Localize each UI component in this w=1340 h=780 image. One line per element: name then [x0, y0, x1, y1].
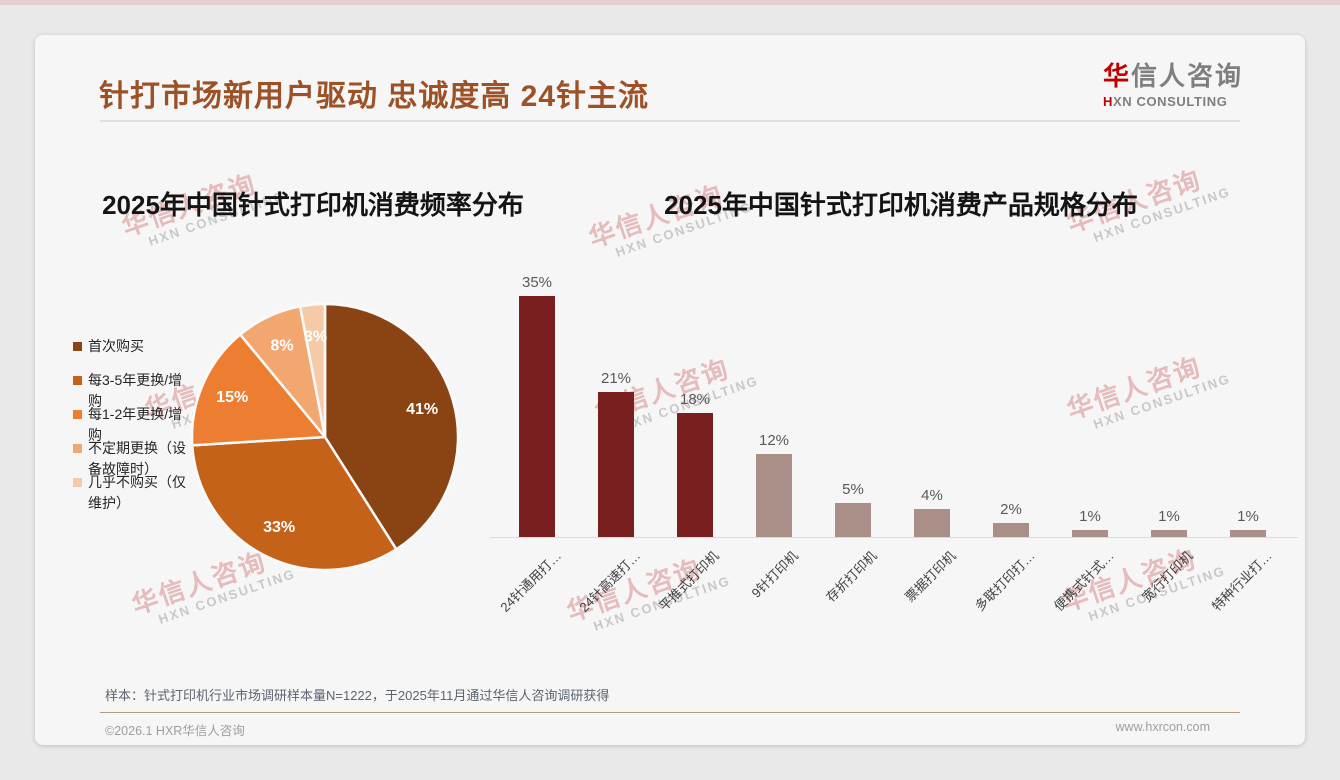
- bar: [519, 295, 555, 537]
- bar: [835, 502, 871, 537]
- pie-slice-label: 33%: [263, 519, 295, 536]
- pie-slice: [298, 302, 327, 439]
- bar-x-label: 便携式针式…: [1050, 548, 1117, 614]
- legend-label: 几乎不购买（仅维护）: [88, 474, 186, 511]
- legend-item: 每1-2年更换/增购: [73, 404, 193, 446]
- logo-cn-accent: 华: [1103, 61, 1132, 91]
- legend-bullet: [73, 342, 82, 351]
- bar-chart-plot: 35% 21% 18% 12% 5% 4% 2% 1% 1% 1%: [490, 265, 1300, 537]
- legend-item: 几乎不购买（仅维护）: [73, 472, 193, 514]
- slide-title: 针打市场新用户驱动 忠诚度高 24针主流: [99, 80, 650, 113]
- bar-value-label: 18%: [679, 390, 711, 408]
- pie-slice: [191, 435, 398, 572]
- bar-value-label: 1%: [1158, 508, 1180, 526]
- bar-value-label: 12%: [758, 432, 790, 450]
- bar-x-label: 宽行打印机: [1139, 548, 1196, 605]
- bar: [1230, 530, 1266, 537]
- bar-value-label: 2%: [1000, 501, 1022, 519]
- pie-chart-title: 2025年中国针式打印机消费频率分布: [102, 190, 524, 220]
- legend-item: 不定期更换（设备故障时）: [73, 438, 193, 480]
- bar-value-label: 4%: [921, 487, 943, 505]
- bar-x-label: 特种行业打…: [1208, 548, 1275, 614]
- bar-chart-x-labels: 24针通用打… 24针高速打… 平推式打印机 9针打印机 存折打印机 票据打印机 多联打印打…: [490, 546, 1300, 651]
- title-divider: [100, 120, 1240, 122]
- bar: [993, 523, 1029, 537]
- pie-legend: 首次购买每3-5年更换/增购 每1-2年更换/增购 不定期更换（设备故障时） 几乎不购…: [73, 331, 213, 561]
- bar-value-label: 35%: [521, 273, 553, 291]
- legend-bullet: [73, 444, 82, 453]
- bar-value-label: 1%: [1237, 508, 1259, 526]
- pie-slice: [190, 333, 327, 447]
- bar-chart-title: 2025年中国针式打印机消费产品规格分布: [664, 190, 1138, 220]
- bar-x-label: 票据打印机: [902, 548, 959, 605]
- footer-copyright: ©2026.1 HXR华信人咨询: [105, 724, 245, 738]
- logo-cn-text: 华信人咨询: [1103, 56, 1243, 93]
- legend-label: 首次购买: [88, 338, 144, 354]
- legend-item: 首次购买: [73, 336, 193, 357]
- logo-cn-rest: 信人咨询: [1131, 61, 1244, 91]
- sample-footnote: 样本：针式打印机行业市场调研样本量N=1222，于2025年11月通过华信人咨询…: [105, 688, 610, 703]
- bar-value-label: 1%: [1079, 508, 1101, 526]
- legend-bullet: [73, 410, 82, 419]
- legend-bullet: [73, 478, 82, 487]
- bar: [677, 412, 713, 537]
- bar-x-label: 平推式打印机: [655, 548, 722, 614]
- bar-chart-x-axis: [490, 537, 1298, 538]
- bar: [598, 392, 634, 537]
- legend-label: 每3-5年更换/增购: [88, 372, 183, 409]
- bar-x-label: 多联打印打…: [971, 548, 1038, 614]
- logo-en-accent: H: [1103, 94, 1113, 109]
- footer-website: www.hxrcon.com: [1115, 720, 1210, 734]
- logo-en-text: HXN CONSULTING: [1103, 94, 1243, 109]
- legend-label: 每1-2年更换/增购: [88, 406, 183, 443]
- bar-x-label: 存折打印机: [823, 548, 880, 605]
- bar: [1072, 530, 1108, 537]
- bar-value-label: 5%: [842, 480, 864, 498]
- pie-slice-label: 8%: [270, 338, 293, 355]
- bar-x-label: 24针高速打…: [575, 548, 643, 615]
- bar: [1151, 530, 1187, 537]
- legend-item: 每3-5年更换/增购: [73, 370, 193, 412]
- company-logo: 华信人咨询 HXN CONSULTING: [1103, 56, 1243, 109]
- footer-divider: [100, 712, 1240, 713]
- pie-chart: 41% 33% 15% 8% 3%: [190, 302, 460, 572]
- bar-x-label: 9针打印机: [748, 548, 801, 601]
- bar: [914, 509, 950, 537]
- pie-slice-label: 41%: [406, 401, 438, 418]
- slide-card: 华信人咨询 HXN CONSULTING 华信人咨询 HXN CONSULTING 华信…: [35, 35, 1305, 745]
- pie-slice-label: 3%: [304, 328, 327, 345]
- bar-value-label: 21%: [600, 370, 632, 388]
- pie-slice-label: 15%: [216, 389, 248, 406]
- logo-en-rest: XN CONSULTING: [1113, 94, 1228, 109]
- legend-label: 不定期更换（设备故障时）: [88, 440, 186, 477]
- legend-bullet: [73, 376, 82, 385]
- bar: [756, 454, 792, 537]
- bar-x-label: 24针通用打…: [496, 548, 564, 615]
- top-edge-tint: [0, 0, 1340, 5]
